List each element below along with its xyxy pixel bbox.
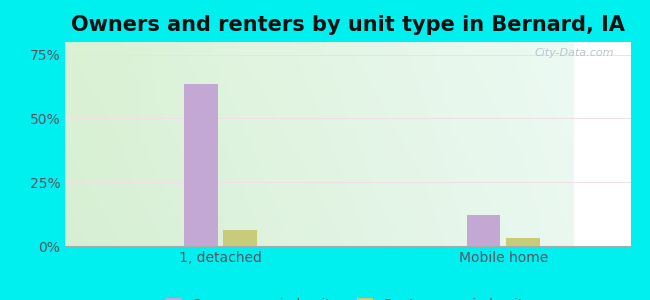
Bar xyxy=(506,238,540,246)
Bar xyxy=(224,230,257,246)
Legend: Owner occupied units, Renter occupied units: Owner occupied units, Renter occupied un… xyxy=(166,298,530,300)
Bar xyxy=(467,215,500,246)
Bar xyxy=(184,84,218,246)
Title: Owners and renters by unit type in Bernard, IA: Owners and renters by unit type in Berna… xyxy=(71,15,625,35)
Text: City-Data.com: City-Data.com xyxy=(534,48,614,58)
